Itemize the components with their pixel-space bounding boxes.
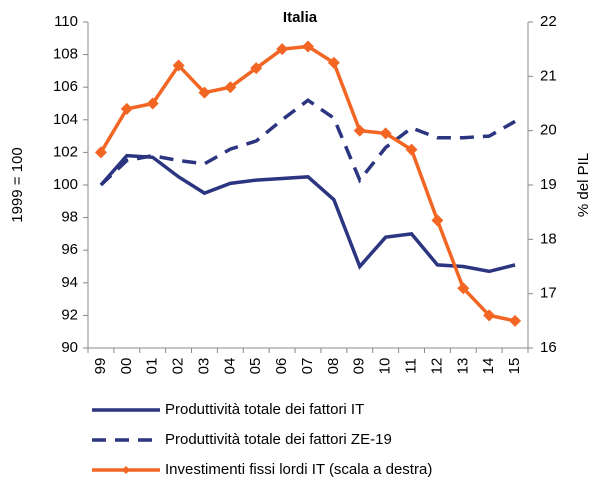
marker: [276, 43, 289, 56]
x-tick-label: 14: [480, 358, 497, 375]
x-tick-label: 06: [273, 358, 290, 375]
series-line: [99, 44, 516, 323]
marker: [302, 40, 314, 53]
y2-tick-label: 16: [540, 339, 557, 356]
marker: [483, 309, 496, 322]
series-line: [99, 153, 516, 274]
marker: [405, 143, 418, 156]
x-tick-label: 00: [118, 358, 135, 375]
marker: [94, 146, 107, 159]
x-tick-label: 15: [506, 358, 523, 375]
y-tick-label: 98: [61, 209, 78, 226]
y2-tick-label: 22: [540, 13, 557, 30]
x-tick-label: 11: [402, 358, 419, 374]
legend-label: Produttività totale dei fattori IT: [165, 401, 364, 418]
x-tick-label: 07: [299, 358, 316, 375]
y-tick-label: 106: [53, 78, 78, 95]
marker: [250, 62, 263, 75]
marker: [509, 314, 522, 327]
x-tick-label: 03: [195, 358, 212, 375]
x-tick-label: 01: [144, 358, 161, 375]
y2-tick-label: 18: [540, 230, 557, 247]
x-tick-label: 02: [170, 358, 187, 375]
y-tick-label: 110: [54, 13, 78, 30]
marker: [120, 102, 133, 115]
marker: [457, 282, 470, 295]
y-tick-label: 104: [53, 111, 78, 128]
y-tick-label: 96: [61, 241, 78, 258]
x-tick-label: 05: [247, 358, 264, 375]
y2-tick-label: 17: [540, 285, 557, 302]
marker: [172, 59, 185, 72]
chart-title: Italia: [283, 9, 318, 26]
x-tick-label: 10: [377, 358, 394, 375]
x-tick-label: 04: [221, 358, 238, 375]
y2-tick-label: 21: [540, 67, 557, 84]
x-tick-label: 99: [92, 358, 109, 375]
marker: [224, 81, 237, 94]
y-tick-label: 94: [61, 274, 78, 291]
x-tick-label: 12: [428, 358, 445, 375]
series-line: [99, 98, 516, 187]
x-tick-label: 09: [351, 358, 368, 375]
y-tick-label: 92: [61, 306, 78, 323]
marker: [327, 56, 340, 69]
y-tick-label: 100: [53, 176, 78, 193]
x-tick-label: 08: [325, 358, 342, 375]
marker: [431, 214, 444, 227]
y2-axis-label: % del PIL: [575, 153, 592, 217]
marker: [353, 124, 366, 137]
y-tick-label: 90: [61, 339, 78, 356]
x-tick-label: 13: [454, 358, 471, 375]
y-tick-label: 102: [53, 143, 78, 160]
marker: [146, 97, 159, 110]
y-axis-label: 1999 = 100: [9, 147, 26, 223]
y2-tick-label: 20: [540, 122, 557, 139]
legend-label: Investimenti fissi lordi IT (scala a des…: [165, 461, 432, 478]
y-tick-label: 108: [53, 46, 78, 63]
y2-tick-label: 19: [540, 176, 557, 193]
marker: [198, 86, 211, 99]
marker: [379, 127, 392, 140]
legend-label: Produttività totale dei fattori ZE-19: [165, 431, 392, 448]
legend-marker: [122, 466, 130, 474]
